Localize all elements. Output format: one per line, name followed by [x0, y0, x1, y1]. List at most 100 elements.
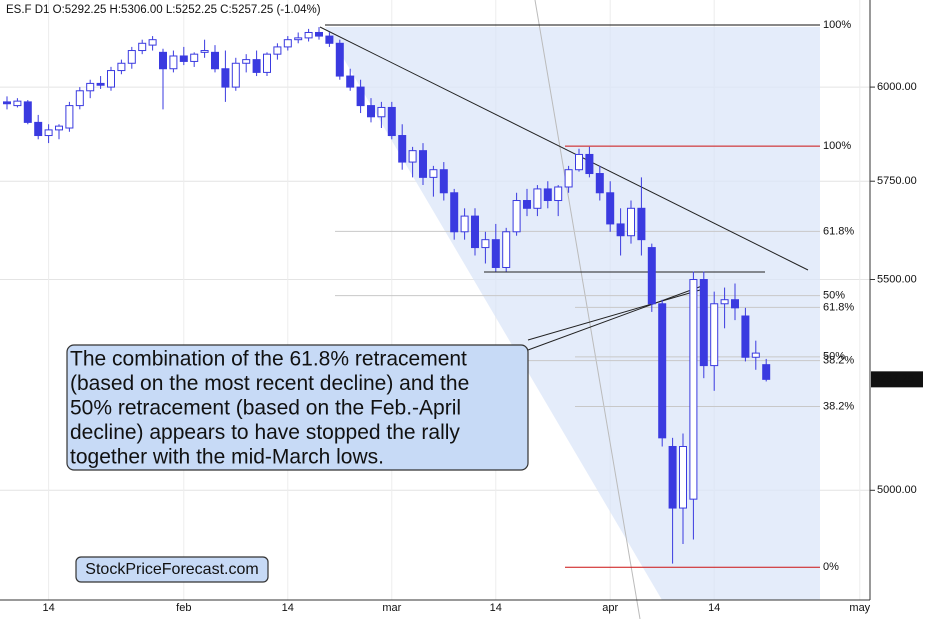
candle-body — [179, 55, 188, 62]
x-tick-label: may — [849, 602, 870, 614]
candle-body — [13, 100, 22, 107]
annotation-line: The combination of the 61.8% retracement — [70, 348, 467, 371]
x-tick-label: 14 — [42, 602, 54, 614]
candle-body — [263, 53, 271, 73]
candle-body — [86, 82, 95, 92]
x-tick-label: apr — [602, 602, 618, 614]
candle-body — [575, 153, 583, 171]
candle-body — [34, 121, 43, 137]
candle-body — [346, 75, 355, 88]
candle-body — [689, 279, 698, 500]
candle-body — [731, 299, 739, 309]
candle-body — [616, 223, 625, 237]
annotation-box — [66, 344, 529, 471]
candles — [3, 27, 771, 564]
candle-body — [252, 59, 261, 73]
candle-body — [315, 31, 323, 37]
candle-body — [595, 173, 604, 194]
fib-label: 61.8% — [823, 301, 854, 313]
candle-body — [398, 135, 407, 163]
fib-label: 50% — [823, 290, 845, 302]
y-tick-label: 5500.00 — [877, 273, 917, 285]
candle-body — [367, 105, 375, 118]
fib-label: 61.8% — [823, 225, 854, 237]
candle-body — [304, 31, 313, 39]
annotation: The combination of the 61.8% retracement… — [70, 348, 469, 469]
candle-body — [585, 153, 594, 175]
candle-body — [294, 37, 303, 41]
trend-line — [319, 26, 809, 271]
candle-body — [55, 125, 63, 131]
candle-body — [637, 207, 646, 241]
fib-label: 100% — [823, 19, 851, 31]
candle-body — [679, 445, 687, 509]
candle-body — [211, 51, 219, 70]
candle-body — [356, 86, 365, 107]
candle-body — [419, 150, 427, 178]
candle-body — [231, 62, 240, 88]
y-tick-label: 5000.00 — [877, 484, 917, 496]
y-tick-label: 6000.00 — [877, 81, 917, 93]
candle-body — [138, 42, 147, 52]
candle-body — [502, 231, 511, 268]
candle-body — [283, 39, 292, 48]
candle-body — [429, 169, 438, 178]
candle-body — [471, 215, 479, 249]
candle-body — [221, 68, 230, 88]
candle-body — [3, 101, 11, 105]
annotation-line: decline) appears to have stopped the ral… — [70, 421, 460, 444]
pointer-line — [527, 285, 703, 351]
fan-line — [534, 0, 641, 619]
header: ES.F D1 O:5292.25 H:5306.00 L:5252.25 C:… — [6, 4, 321, 16]
fib-label: 38.2% — [823, 400, 854, 412]
pointer-line — [527, 289, 701, 341]
candle-body — [96, 82, 105, 86]
candle-body — [325, 35, 334, 44]
annotation-line: (based on the most recent decline) and t… — [70, 372, 469, 395]
candle-body — [762, 364, 771, 380]
candle-body — [117, 62, 126, 72]
fib-levels: 100%61.8%50%38.2%100%61.8%50%38.2%0% — [325, 19, 854, 573]
candle-body — [75, 90, 84, 107]
candle-body — [460, 215, 469, 233]
candle-body — [169, 55, 178, 70]
candle-body — [44, 129, 53, 137]
candle-body — [543, 188, 552, 202]
candle-body — [741, 315, 750, 358]
last-price-box — [871, 371, 923, 388]
candle-body — [606, 192, 615, 225]
candle-body — [710, 303, 719, 367]
candle-body — [335, 42, 344, 77]
y-tick-label: 5750.00 — [877, 175, 917, 187]
x-tick-label: mar — [382, 602, 401, 614]
watermark: StockPriceForecast.com — [85, 561, 258, 578]
candle-body — [439, 169, 448, 194]
annotation-line: 50% retracement (based on the Feb.-April — [70, 397, 461, 420]
candle-body — [273, 46, 282, 55]
candle-body — [408, 150, 417, 163]
candle-body — [450, 192, 459, 233]
candle-body — [627, 207, 635, 237]
candle-body — [512, 200, 521, 233]
watermark-box — [75, 556, 269, 583]
candle-body — [159, 51, 167, 70]
candle-body — [148, 39, 157, 46]
candle-body — [23, 101, 32, 123]
candle-body — [491, 239, 500, 268]
candle-body — [65, 105, 74, 129]
candle-body — [377, 106, 386, 118]
fib-label: 50% — [823, 351, 845, 363]
candle-body — [658, 303, 667, 439]
candle-body — [668, 445, 677, 509]
x-tick-label: 14 — [282, 602, 294, 614]
candle-body — [107, 70, 115, 88]
candle-body — [564, 169, 573, 188]
candle-body — [481, 239, 490, 249]
candle-body — [699, 279, 708, 367]
candle-body — [647, 247, 656, 305]
x-tick-label: feb — [176, 602, 191, 614]
fib-label: 0% — [823, 561, 839, 573]
candle-body — [523, 200, 531, 209]
candle-body — [720, 299, 729, 305]
